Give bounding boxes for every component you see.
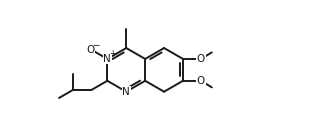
Text: O: O [86,45,94,55]
Text: N: N [122,87,130,97]
Text: −: − [92,41,99,50]
Text: N: N [103,54,111,64]
Text: O: O [197,54,205,64]
Text: +: + [109,49,115,58]
Text: O: O [197,76,205,86]
